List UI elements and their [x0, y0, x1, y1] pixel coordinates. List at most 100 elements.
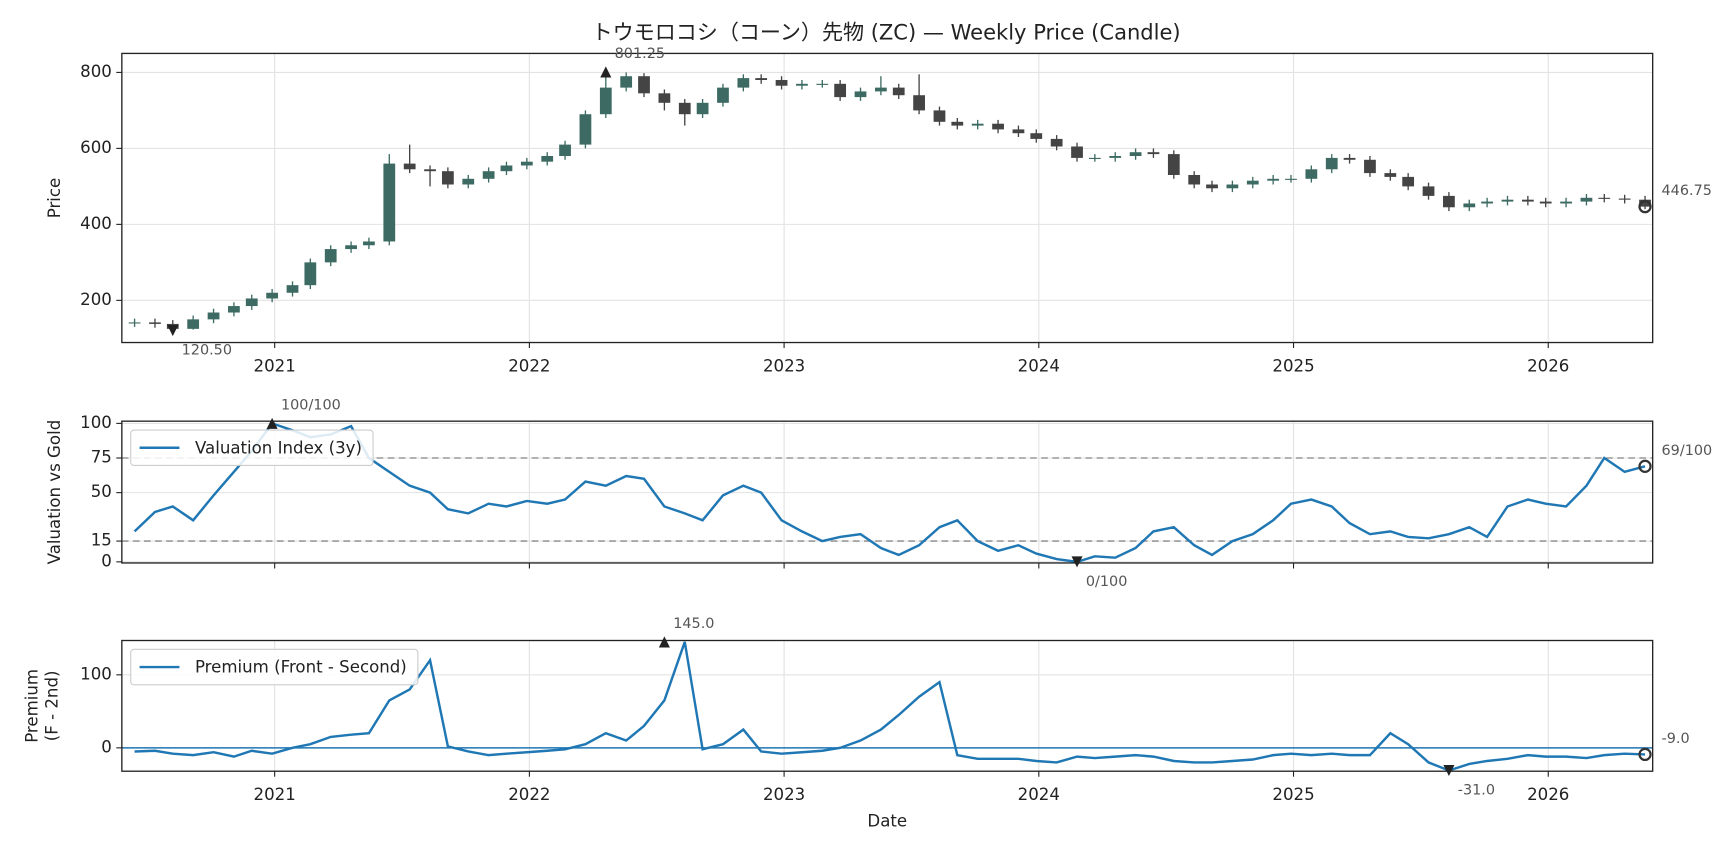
candle-body: [1088, 157, 1101, 160]
candle-body: [541, 155, 554, 162]
y-axis-label: Valuation vs Gold: [45, 420, 64, 565]
candle-body: [1071, 146, 1083, 158]
y-tick-label: 0: [101, 737, 112, 756]
legend-label: Valuation Index (3y): [195, 438, 362, 457]
candle-body: [1325, 157, 1338, 170]
candle-body: [971, 123, 984, 126]
last-marker: [1638, 199, 1652, 214]
candle-body: [1598, 197, 1611, 199]
candle-body: [207, 312, 220, 320]
candle-body: [403, 163, 416, 170]
line-series: [134, 641, 1646, 772]
y-tick-label: 600: [80, 138, 112, 157]
candle-body: [892, 87, 905, 96]
min-label: 120.50: [182, 343, 232, 359]
y-tick-label: 200: [80, 290, 112, 309]
candle-body: [1246, 180, 1259, 185]
last-marker: [1638, 459, 1652, 473]
candle-body: [500, 165, 513, 172]
x-tick-label: 2021: [254, 356, 296, 375]
candle-body: [266, 292, 279, 299]
candle-body: [755, 78, 768, 81]
y-tick-label: 400: [80, 214, 112, 233]
candle-body: [579, 114, 592, 145]
candle-body: [1030, 133, 1043, 139]
x-axis-label: Date: [867, 812, 907, 831]
candle-body: [1384, 173, 1397, 177]
candle-body: [737, 78, 750, 88]
candle-body: [304, 262, 317, 286]
x-tick-label: 2025: [1272, 785, 1314, 804]
candle-body: [520, 161, 533, 166]
legend-label: Premium (Front - Second): [195, 658, 407, 677]
candle-body: [1443, 195, 1455, 208]
candle-body: [228, 306, 240, 313]
candle-body: [1560, 201, 1572, 204]
candle-body: [1343, 157, 1356, 160]
x-tick-label: 2026: [1527, 356, 1569, 375]
min-marker: [167, 325, 179, 337]
candle-body: [1618, 198, 1631, 200]
candle-body: [286, 285, 299, 293]
legend: [130, 648, 419, 686]
y-axis-label: (F - 2nd): [43, 670, 62, 741]
candle-body: [187, 319, 200, 329]
candle-body: [696, 102, 709, 115]
candle-body: [1167, 154, 1180, 175]
max-marker: [600, 66, 612, 78]
candle-body: [1364, 159, 1376, 174]
x-tick-label: 2023: [763, 356, 805, 375]
max-label: 145.0: [673, 616, 714, 632]
candle-body: [1422, 186, 1435, 196]
max-label: 100/100: [281, 398, 341, 414]
x-tick-label: 2024: [1018, 785, 1060, 804]
candle-body: [678, 102, 691, 115]
candle-body: [913, 95, 925, 111]
candle-body: [1305, 169, 1318, 179]
min-label: -31.0: [1458, 782, 1495, 798]
candle-body: [933, 110, 946, 122]
candle-body: [1463, 203, 1476, 208]
candle-body: [1050, 138, 1063, 147]
candle-body: [620, 76, 633, 88]
candle-body: [796, 83, 808, 86]
x-tick-label: 2022: [508, 785, 550, 804]
x-tick-label: 2026: [1527, 785, 1569, 804]
min-label: 0/100: [1086, 574, 1127, 590]
y-tick-label: 100: [80, 664, 112, 683]
last-label: 69/100: [1662, 443, 1713, 459]
candle-body: [775, 80, 788, 86]
chart-title: トウモロコシ（コーン）先物 (ZC) — Weekly Price (Candl…: [592, 19, 1181, 44]
candle-body: [1129, 152, 1142, 156]
candle-body: [854, 91, 867, 98]
candle-body: [462, 178, 475, 185]
candle-body: [1501, 199, 1514, 202]
candle-body: [1580, 197, 1593, 202]
max-marker: [266, 417, 278, 429]
line-series: [133, 421, 1646, 564]
x-tick-label: 2021: [254, 785, 296, 804]
min-marker: [1443, 764, 1455, 777]
candle-body: [658, 93, 671, 103]
candle-body: [816, 83, 829, 85]
x-tick-label: 2025: [1272, 356, 1314, 375]
candle-body: [149, 322, 161, 324]
candle-body: [1402, 176, 1415, 187]
candle-body: [1639, 199, 1651, 207]
candle-body: [441, 171, 454, 185]
x-tick-label: 2023: [763, 785, 805, 804]
plot-frame: [121, 639, 1654, 772]
y-tick-label: 800: [80, 62, 112, 81]
candle-body: [599, 87, 612, 115]
y-tick-label: 100: [80, 413, 112, 432]
candle-body: [1147, 152, 1160, 155]
y-tick-label: 0: [101, 551, 112, 570]
candle-body: [245, 298, 258, 307]
y-tick-label: 75: [91, 448, 112, 467]
legend: [130, 429, 374, 467]
y-axis-label: Premium: [23, 669, 42, 743]
candle-body: [1206, 184, 1218, 189]
plot-frame: [121, 52, 1654, 344]
candle-body: [1109, 155, 1122, 158]
